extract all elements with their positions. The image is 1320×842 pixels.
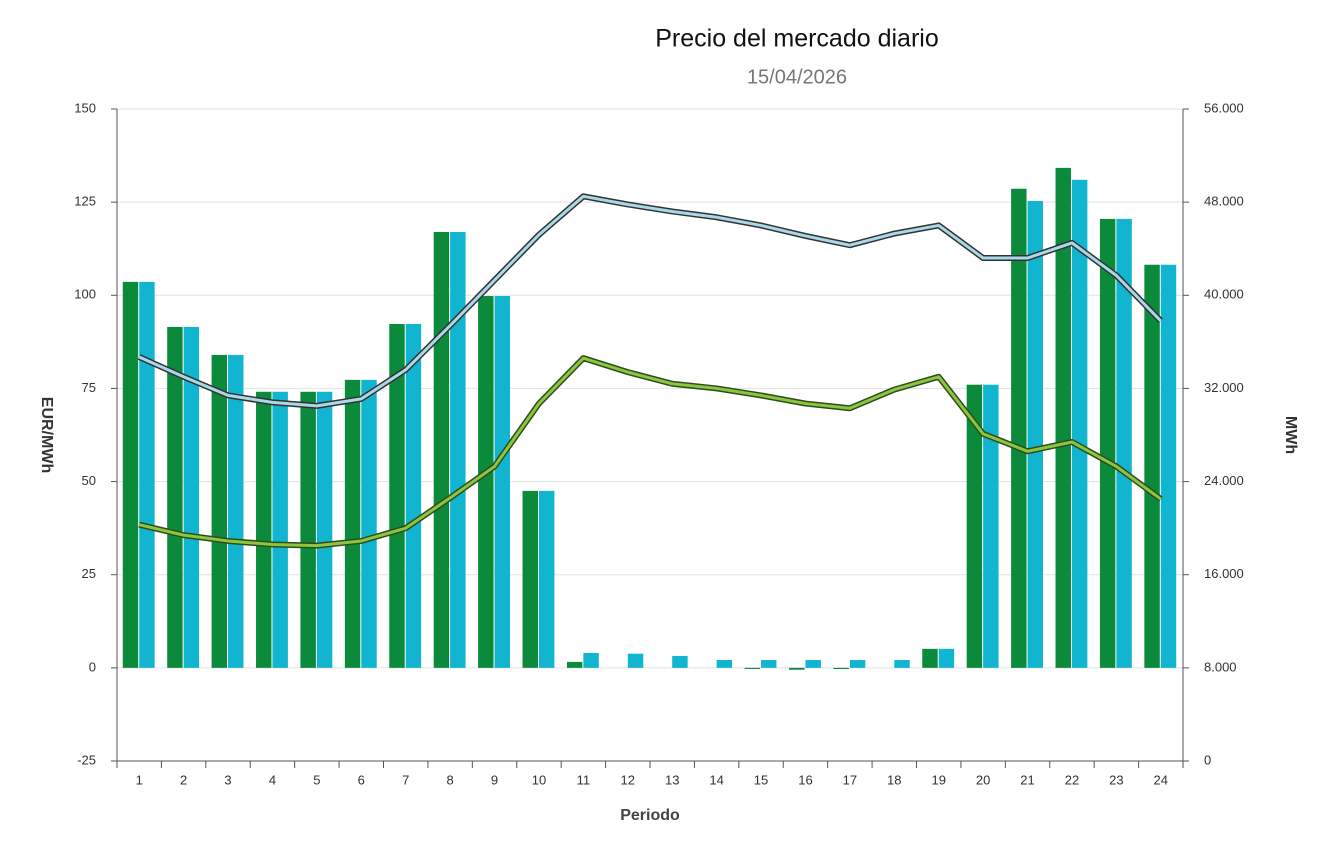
bar — [433, 231, 450, 668]
bar — [211, 354, 228, 668]
bar — [450, 231, 466, 668]
bar — [1160, 264, 1177, 668]
x-tick-label: 17 — [843, 772, 857, 787]
y2-tick-label: 16.000 — [1204, 566, 1244, 581]
x-tick-label: 10 — [532, 772, 546, 787]
bar — [761, 660, 777, 668]
y2-tick-label: 0 — [1204, 752, 1211, 767]
y-tick-label: 50 — [82, 473, 96, 488]
bar — [833, 667, 849, 669]
line — [138, 356, 1162, 548]
bar — [478, 296, 494, 668]
x-tick-label: 14 — [709, 772, 723, 787]
x-tick-label: 1 — [136, 772, 143, 787]
bar — [183, 326, 200, 668]
bar — [922, 648, 938, 668]
bar — [361, 379, 377, 668]
bar — [405, 323, 422, 668]
x-tick-label: 12 — [621, 772, 635, 787]
y2-tick-label: 56.000 — [1204, 100, 1244, 115]
x-tick-label: 19 — [931, 772, 945, 787]
y2-tick-label: 24.000 — [1204, 473, 1244, 488]
bar — [966, 384, 983, 668]
bar — [344, 379, 361, 668]
x-tick-label: 16 — [798, 772, 812, 787]
bar — [1071, 179, 1088, 668]
chart-title: Precio del mercado diario — [655, 25, 938, 53]
bar — [389, 323, 405, 668]
x-tick-label: 7 — [402, 772, 409, 787]
x-tick-label: 22 — [1065, 772, 1079, 787]
y2-tick-label: 32.000 — [1204, 380, 1244, 395]
y2-tick-label: 48.000 — [1204, 194, 1244, 209]
bar — [139, 281, 155, 668]
bar — [716, 660, 733, 668]
y-tick-label: 150 — [74, 100, 96, 115]
x-axis-label: Periodo — [620, 807, 680, 824]
bar — [1027, 201, 1043, 668]
bar — [744, 667, 761, 669]
bar — [300, 391, 316, 668]
line-outline — [138, 355, 1163, 549]
y-tick-label: -25 — [77, 752, 96, 767]
bar — [1099, 218, 1116, 668]
y-tick-label: 0 — [89, 659, 96, 674]
bar — [849, 660, 866, 668]
bar — [894, 660, 910, 668]
bar — [938, 648, 955, 668]
y2-tick-label: 8.000 — [1204, 659, 1237, 674]
y-tick-label: 125 — [74, 194, 96, 209]
x-tick-label: 9 — [491, 772, 498, 787]
bar — [256, 391, 272, 668]
line — [138, 194, 1162, 408]
bar — [1011, 188, 1027, 668]
bar — [272, 391, 288, 668]
x-tick-label: 3 — [224, 772, 231, 787]
bar — [1144, 264, 1160, 668]
x-tick-label: 6 — [358, 772, 365, 787]
x-tick-label: 2 — [180, 772, 187, 787]
bar — [316, 391, 333, 668]
y2-axis-label: MWh — [1282, 416, 1299, 454]
x-tick-label: 21 — [1020, 772, 1034, 787]
x-tick-label: 18 — [887, 772, 901, 787]
bar — [494, 296, 510, 668]
x-tick-label: 4 — [269, 772, 276, 787]
bar — [566, 661, 583, 668]
bar — [1055, 167, 1071, 668]
chart-subtitle: 15/04/2026 — [747, 66, 847, 88]
line-outline — [137, 193, 1163, 409]
y-tick-label: 25 — [82, 566, 96, 581]
bar — [805, 660, 821, 668]
bar — [789, 667, 805, 670]
y-tick-label: 100 — [74, 287, 96, 302]
bar — [228, 354, 244, 668]
bar — [167, 326, 183, 668]
bar — [522, 490, 538, 668]
bar — [627, 653, 644, 668]
y-axis-label: EUR/MWh — [38, 397, 55, 473]
x-tick-label: 13 — [665, 772, 679, 787]
x-tick-label: 23 — [1109, 772, 1123, 787]
x-tick-label: 24 — [1154, 772, 1168, 787]
x-tick-label: 15 — [754, 772, 768, 787]
x-tick-label: 5 — [313, 772, 320, 787]
bar — [583, 652, 599, 668]
bar — [672, 655, 688, 668]
y-tick-label: 75 — [82, 380, 96, 395]
x-tick-label: 20 — [976, 772, 990, 787]
bar — [538, 490, 555, 668]
bar — [1116, 218, 1132, 668]
y2-tick-label: 40.000 — [1204, 287, 1244, 302]
x-tick-label: 8 — [447, 772, 454, 787]
bar — [983, 384, 999, 668]
bar — [122, 281, 139, 668]
x-tick-label: 11 — [577, 772, 591, 787]
